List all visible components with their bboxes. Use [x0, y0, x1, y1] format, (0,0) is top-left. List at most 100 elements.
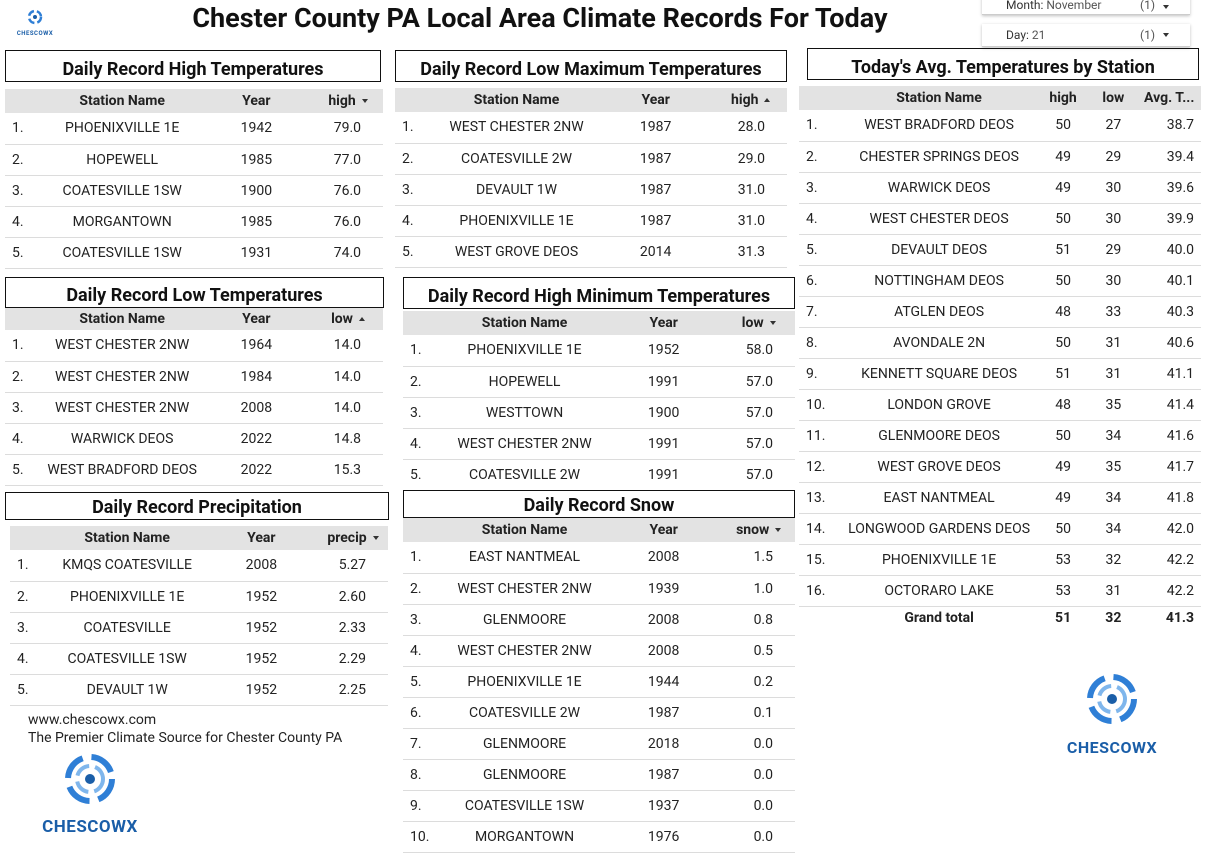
table-row: 5. PHOENIXVILLE 1E 1944 0.2	[403, 666, 795, 698]
table-cell: 53	[1036, 544, 1090, 576]
row-index: 4.	[5, 206, 45, 238]
table-cell: 1987	[596, 112, 715, 144]
table-cell: 1900	[199, 175, 314, 207]
table-cell: WEST CHESTER 2NW	[44, 361, 200, 393]
table-cell: OCTORARO LAKE	[841, 575, 1037, 607]
table-cell: PHOENIXVILLE 1E	[841, 544, 1037, 576]
column-header: low	[1089, 86, 1138, 110]
table-cell: CHESTER SPRINGS DEOS	[841, 141, 1037, 173]
row-index: 4.	[395, 205, 437, 237]
table-cell: 0.0	[722, 728, 795, 760]
row-index: 3.	[403, 604, 445, 636]
column-header: high	[714, 88, 787, 112]
data-table: Station Name high low Avg. T... 1. WEST BRADF…	[799, 86, 1201, 630]
table-row: 5. DEVAULT DEOS 51 29 40.0	[799, 234, 1201, 266]
month-filter[interactable]: Month: November (1)	[982, 0, 1190, 15]
table-cell: 1991	[604, 428, 723, 460]
column-header: Station Name	[44, 89, 200, 113]
table-cell: 0.2	[722, 666, 795, 698]
table-cell: 1984	[199, 361, 314, 393]
table-cell: 1991	[604, 366, 723, 398]
dropdown-arrow	[1163, 5, 1169, 9]
column-header: Station Name	[44, 308, 200, 330]
table-cell: WESTTOWN	[444, 397, 605, 429]
table-cell: 51	[1036, 234, 1090, 266]
row-index: 5.	[5, 454, 45, 486]
row-index: 6.	[403, 697, 445, 729]
table-cell: 41.6	[1137, 420, 1201, 452]
table-cell: WARWICK DEOS	[841, 172, 1037, 204]
table-row: 1. WEST CHESTER 2NW 1964 14.0	[5, 330, 383, 362]
logo: CHESCOWX	[1052, 670, 1172, 757]
table-cell: 1987	[596, 205, 715, 237]
table-cell: 1942	[199, 113, 314, 145]
header-cell	[403, 311, 445, 335]
table-cell: 28.0	[714, 112, 787, 144]
row-index: 9.	[403, 790, 445, 822]
table-cell: KMQS COATESVILLE	[49, 550, 205, 582]
table-cell: COATESVILLE	[49, 612, 205, 644]
row-index: 12.	[799, 451, 842, 483]
row-index: 8.	[403, 759, 445, 791]
logo-text: CHESCOWX	[1066, 738, 1158, 757]
column-header: Year	[604, 518, 723, 542]
table-title: Daily Record Precipitation	[5, 492, 389, 520]
table-cell: AVONDALE 2N	[841, 327, 1037, 359]
table-cell: 57.0	[722, 397, 795, 429]
table-cell: 0.5	[722, 635, 795, 667]
column-header: Station Name	[436, 88, 597, 112]
column-header-text: Station Name	[84, 530, 170, 546]
table-cell: 2008	[204, 550, 319, 582]
table-cell: 27	[1089, 110, 1138, 142]
header-row: Station Name Year precip	[10, 526, 388, 550]
row-index: 1.	[5, 330, 45, 362]
row-index: 1.	[5, 113, 45, 145]
table-cell: 32	[1089, 544, 1138, 576]
filter-value: 21	[1031, 28, 1046, 42]
table-row: 5. COATESVILLE 1SW 1931 74.0	[5, 237, 383, 269]
table-cell: WARWICK DEOS	[44, 423, 200, 455]
table-cell: 0.8	[722, 604, 795, 636]
table-row: 7. GLENMOORE 2018 0.0	[403, 728, 795, 760]
row-index: 3.	[403, 397, 445, 429]
table-cell: GLENMOORE	[444, 604, 605, 636]
data-table: Station Name Year low 1. PHOENIXVILLE 1E 1952…	[403, 311, 795, 491]
table-row: 3. COATESVILLE 1952 2.33	[10, 612, 388, 644]
table-cell: 34	[1089, 420, 1138, 452]
header-row: Station Name Year high	[5, 89, 383, 113]
table-row: 2. WEST CHESTER 2NW 1984 14.0	[5, 361, 383, 393]
table-row: 14. LONGWOOD GARDENS DEOS 50 34 42.0	[799, 513, 1201, 545]
table-cell: 42.0	[1137, 513, 1201, 545]
table-row: 9. COATESVILLE 1SW 1937 0.0	[403, 790, 795, 822]
table-cell: DEVAULT DEOS	[841, 234, 1037, 266]
table-row: 1. PHOENIXVILLE 1E 1952 58.0	[403, 335, 795, 367]
total-cell: 51	[1055, 610, 1072, 627]
table-cell: COATESVILLE 1SW	[44, 175, 200, 207]
table-cell: WEST BRADFORD DEOS	[841, 110, 1037, 142]
table-title: Daily Record Low Temperatures	[5, 277, 384, 308]
table-cell: 1987	[596, 174, 715, 206]
table-title: Today's Avg. Temperatures by Station	[807, 48, 1199, 80]
data-table: Station Name Year high 1. WEST CHESTER 2NW 19…	[395, 88, 787, 268]
table-cell: 1985	[199, 144, 314, 176]
table-cell: HOPEWELL	[44, 144, 200, 176]
row-index: 7.	[403, 728, 445, 760]
column-header: Station Name	[444, 518, 605, 542]
column-header: high	[1036, 86, 1090, 110]
column-header-text: Station Name	[473, 92, 560, 108]
table-cell: 2.25	[318, 674, 388, 706]
filter-label: Month:	[1006, 0, 1044, 12]
table-row: 12. WEST GROVE DEOS 49 35 41.7	[799, 451, 1201, 483]
column-header-text: low	[1102, 90, 1125, 106]
table-cell: EAST NANTMEAL	[444, 542, 605, 574]
row-index: 9.	[799, 358, 842, 390]
table-title: Daily Record High Minimum Temperatures	[403, 277, 795, 309]
day-filter[interactable]: Day: 21 (1)	[982, 24, 1190, 47]
dropdown-arrow	[1163, 33, 1169, 37]
header-cell	[799, 86, 842, 110]
table-cell: 74.0	[313, 237, 383, 269]
column-header: Year	[199, 89, 314, 113]
table-row: 2. COATESVILLE 2W 1987 29.0	[395, 143, 787, 175]
table-cell: WEST CHESTER 2NW	[44, 330, 200, 362]
table-cell: 2.33	[318, 612, 388, 644]
